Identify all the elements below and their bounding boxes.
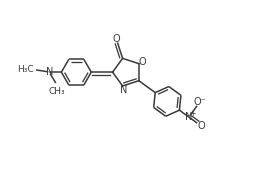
Text: O: O <box>197 121 205 131</box>
Text: CH₃: CH₃ <box>48 87 65 96</box>
Text: O: O <box>139 56 147 67</box>
Text: N: N <box>120 85 127 95</box>
Text: N: N <box>185 112 193 122</box>
Text: H₃C: H₃C <box>17 65 34 74</box>
Text: N: N <box>46 67 53 77</box>
Text: +: + <box>189 109 195 118</box>
Text: O: O <box>113 34 120 45</box>
Text: O⁻: O⁻ <box>194 96 207 107</box>
